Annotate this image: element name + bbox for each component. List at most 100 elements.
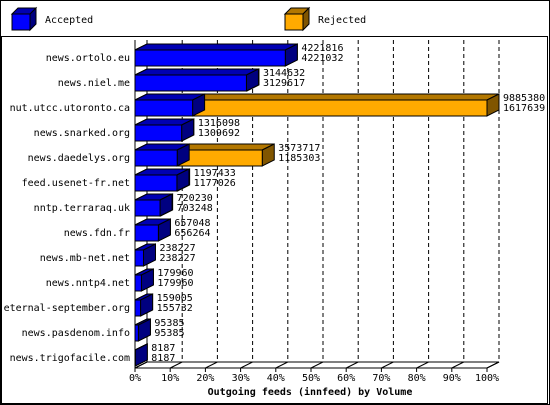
value-label: 238227 [159, 253, 195, 264]
bar-front [134, 249, 144, 267]
value-label: 4221816 [301, 43, 343, 54]
value-label: 1197433 [194, 168, 236, 179]
value-label: 720230 [177, 193, 213, 204]
y-tick-label: eternal-september.org [4, 303, 130, 314]
bar [134, 318, 151, 342]
y-tick-label: news.nntp4.net [46, 278, 130, 289]
value-label: 3144632 [263, 68, 305, 79]
value-label: 8187 [151, 343, 175, 354]
value-label: 1185303 [278, 153, 320, 164]
x-tick-label: 60% [337, 373, 355, 384]
value-label: 1316098 [198, 118, 240, 129]
bar [134, 193, 173, 217]
y-tick-label: news.pasdenom.info [22, 328, 130, 339]
bar [134, 243, 156, 267]
value-label: 179960 [157, 268, 193, 279]
bar-front [134, 224, 159, 242]
y-tick-label: news.niel.me [58, 78, 130, 89]
value-label: 155732 [157, 303, 193, 314]
legend-label: Accepted [45, 15, 93, 26]
y-tick-label: news.ortolo.eu [46, 53, 130, 64]
value-label: 95385 [154, 328, 184, 339]
bar [134, 143, 190, 167]
y-tick-label: news.trigofacile.com [10, 353, 130, 364]
bar-top [134, 68, 259, 76]
value-label: 238227 [159, 243, 195, 254]
x-tick [240, 361, 253, 369]
y-tick-label: nut.utcc.utoronto.ca [10, 103, 130, 114]
x-tick-label: 100% [475, 373, 499, 384]
bar-front [134, 174, 178, 192]
bar-front [134, 74, 247, 92]
x-tick [381, 361, 394, 369]
value-label: 8187 [151, 353, 175, 364]
bar [134, 43, 298, 67]
x-tick-label: 40% [267, 373, 285, 384]
value-label: 1617639 [503, 103, 545, 114]
bar-top [134, 43, 298, 51]
value-label: 1177026 [194, 178, 236, 189]
y-tick-label: news.snarked.org [34, 128, 130, 139]
bar-front [134, 124, 183, 142]
value-label: 3129617 [263, 78, 305, 89]
x-tick [169, 361, 183, 369]
y-tick-label: news.daedelys.org [28, 153, 130, 164]
value-label: 4221032 [301, 53, 343, 64]
x-tick [486, 361, 500, 369]
bar [134, 293, 154, 317]
value-label: 3573717 [278, 143, 320, 154]
value-label: 703248 [177, 203, 213, 214]
x-tick [205, 361, 218, 369]
value-label: 657048 [174, 218, 210, 229]
x-tick [134, 361, 148, 369]
bar [134, 118, 195, 142]
x-tick-label: 20% [196, 373, 214, 384]
bar [134, 168, 190, 192]
legend-item: Accepted [10, 6, 93, 32]
bar-front [134, 274, 142, 292]
x-tick-label: 80% [408, 373, 426, 384]
legend-label: Rejected [318, 15, 366, 26]
legend-swatch [11, 13, 31, 31]
bar-front [134, 199, 161, 217]
y-tick-label: nntp.terraraq.uk [34, 203, 130, 214]
bar-front [134, 324, 139, 342]
y-tick-label: news.mb-net.net [40, 253, 130, 264]
legend-item: Rejected [283, 6, 366, 32]
bar-front [134, 299, 142, 317]
x-tick-label: 30% [232, 373, 250, 384]
bar [134, 218, 171, 242]
value-label: 95385 [154, 318, 184, 329]
y-tick-label: news.fdn.fr [64, 228, 130, 239]
x-tick-label: 0% [129, 373, 141, 384]
value-label: 159005 [157, 293, 193, 304]
x-tick-label: 90% [443, 373, 461, 384]
value-label: 9885380 [503, 93, 545, 104]
x-tick [310, 361, 324, 369]
y-tick-label: feed.usenet-fr.net [22, 178, 130, 189]
bar [134, 93, 206, 117]
bar [134, 68, 259, 92]
bar-front [134, 49, 286, 67]
x-tick [451, 361, 465, 369]
bar-front [134, 99, 194, 117]
value-label: 656264 [174, 228, 210, 239]
bar [134, 268, 154, 292]
bar-front [134, 149, 178, 167]
x-tick [275, 361, 289, 369]
bar [134, 93, 500, 117]
x-tick [345, 361, 359, 369]
x-tick [416, 361, 429, 369]
bar [134, 343, 148, 367]
value-label: 179960 [157, 278, 193, 289]
x-axis-title: Outgoing feeds (innfeed) by Volume [208, 386, 413, 398]
legend-swatch [284, 13, 304, 31]
plot-frame [1, 36, 548, 404]
x-tick-label: 70% [372, 373, 390, 384]
x-tick-label: 50% [302, 373, 320, 384]
value-label: 1309692 [198, 128, 240, 139]
x-tick-label: 10% [161, 373, 179, 384]
